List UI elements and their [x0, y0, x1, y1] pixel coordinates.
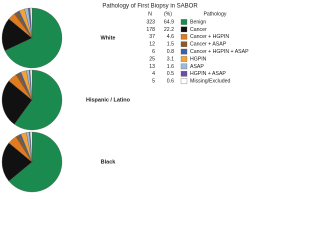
table-header: Pathology — [203, 11, 226, 17]
legend-label: HGPIN + ASAP — [190, 71, 226, 77]
legend-swatch — [180, 48, 188, 55]
legend-swatch — [180, 56, 188, 62]
table-n: 37 — [149, 34, 155, 40]
pie-slice — [1, 80, 33, 125]
table-pct: 1.6 — [167, 64, 174, 70]
legend-swatch — [180, 34, 188, 40]
legend-swatch — [180, 19, 188, 25]
table-header: N — [148, 11, 152, 17]
table-n: 323 — [146, 19, 155, 25]
legend-label: Cancer + HGPIN — [190, 34, 229, 40]
table-n: 13 — [149, 64, 155, 70]
chart: Pathology of First Biopsy in SABOR White… — [1, 4, 249, 193]
legend-label: Cancer + ASAP — [190, 42, 227, 48]
pie-slice — [29, 131, 33, 163]
legend-swatch — [180, 63, 188, 70]
legend-label: Missing/Excluded — [190, 79, 230, 85]
table-n: 5 — [152, 79, 155, 85]
table-n: 178 — [146, 27, 155, 33]
pie-slice — [14, 69, 63, 131]
table-pct: 0.6 — [167, 79, 174, 85]
group-label: Hispanic / Latino — [86, 97, 131, 103]
table-n: 12 — [149, 42, 155, 48]
pie-slice — [29, 69, 33, 101]
group-label: White — [101, 35, 116, 41]
table-n: 25 — [149, 56, 155, 62]
pie-slice — [8, 131, 63, 193]
group-label: Black — [101, 159, 117, 165]
table-pct: 0.8 — [167, 49, 174, 55]
table-pct: 0.5 — [167, 71, 174, 77]
table-pct: 1.5 — [167, 42, 174, 48]
legend-label: HGPIN — [190, 56, 207, 62]
legend-swatch — [180, 26, 188, 33]
legend-swatch — [180, 78, 188, 84]
table-n: 6 — [152, 49, 155, 55]
legend-label: Benign — [190, 19, 206, 25]
pie-slice — [1, 142, 33, 182]
legend-label: ASAP — [190, 64, 204, 70]
table-pct: 22.2 — [164, 27, 174, 33]
table-n: 4 — [152, 71, 155, 77]
pie-slice — [29, 7, 33, 39]
legend-label: Cancer + HGPIN + ASAP — [190, 49, 249, 55]
table-pct: 64.9 — [164, 19, 174, 25]
legend-swatch — [180, 71, 188, 77]
pie-slice — [4, 7, 63, 69]
table-header: (%) — [164, 11, 172, 17]
table-pct: 3.1 — [167, 56, 174, 62]
chart-title: Pathology of First Biopsy in SABOR — [102, 4, 198, 10]
legend-swatch — [180, 41, 188, 47]
table-pct: 4.6 — [167, 34, 174, 40]
legend-label: Cancer — [190, 27, 207, 33]
